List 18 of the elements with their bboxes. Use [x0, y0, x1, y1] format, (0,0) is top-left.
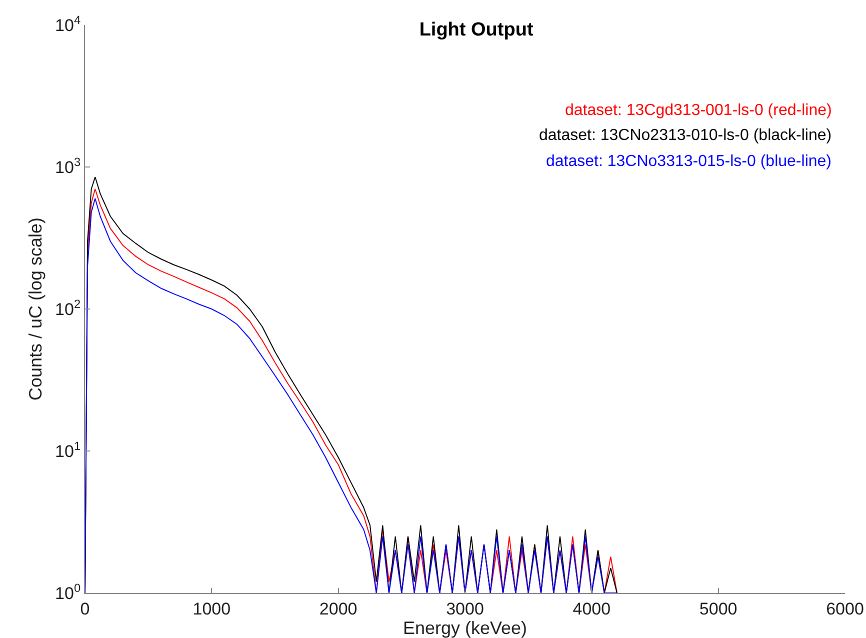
y-axis-title: Counts / uC (log scale) — [25, 217, 46, 401]
y-tick-label: 10$^{1}$ — [55, 438, 81, 461]
y-tick-label: 10$^{3}$ — [55, 154, 81, 177]
x-tick-label: 6000 — [826, 599, 864, 618]
text: dataset: 13CNo3313-015-ls-0 (blue-line) — [546, 153, 832, 170]
text: dataset: 13Cgd313-001-ls-0 (red-line) — [565, 102, 832, 119]
y-tick-label: 10$^{0}$ — [55, 580, 81, 603]
chart-title: Light Output — [419, 20, 534, 41]
y-tick-label: 10$^{4}$ — [55, 12, 81, 35]
y-tick-label: 10$^{2}$ — [55, 296, 81, 319]
x-tick-label: 3000 — [446, 599, 484, 618]
x-tick-label: 4000 — [572, 599, 611, 618]
x-tick-label: 0 — [80, 599, 90, 618]
x-tick-label: 5000 — [699, 599, 738, 618]
text: dataset: 13CNo2313-010-ls-0 (black-line) — [539, 127, 832, 144]
x-tick-label: 1000 — [192, 599, 231, 618]
x-tick-label: 2000 — [319, 599, 358, 618]
x-axis-title: Energy (keVee) — [402, 618, 528, 638]
